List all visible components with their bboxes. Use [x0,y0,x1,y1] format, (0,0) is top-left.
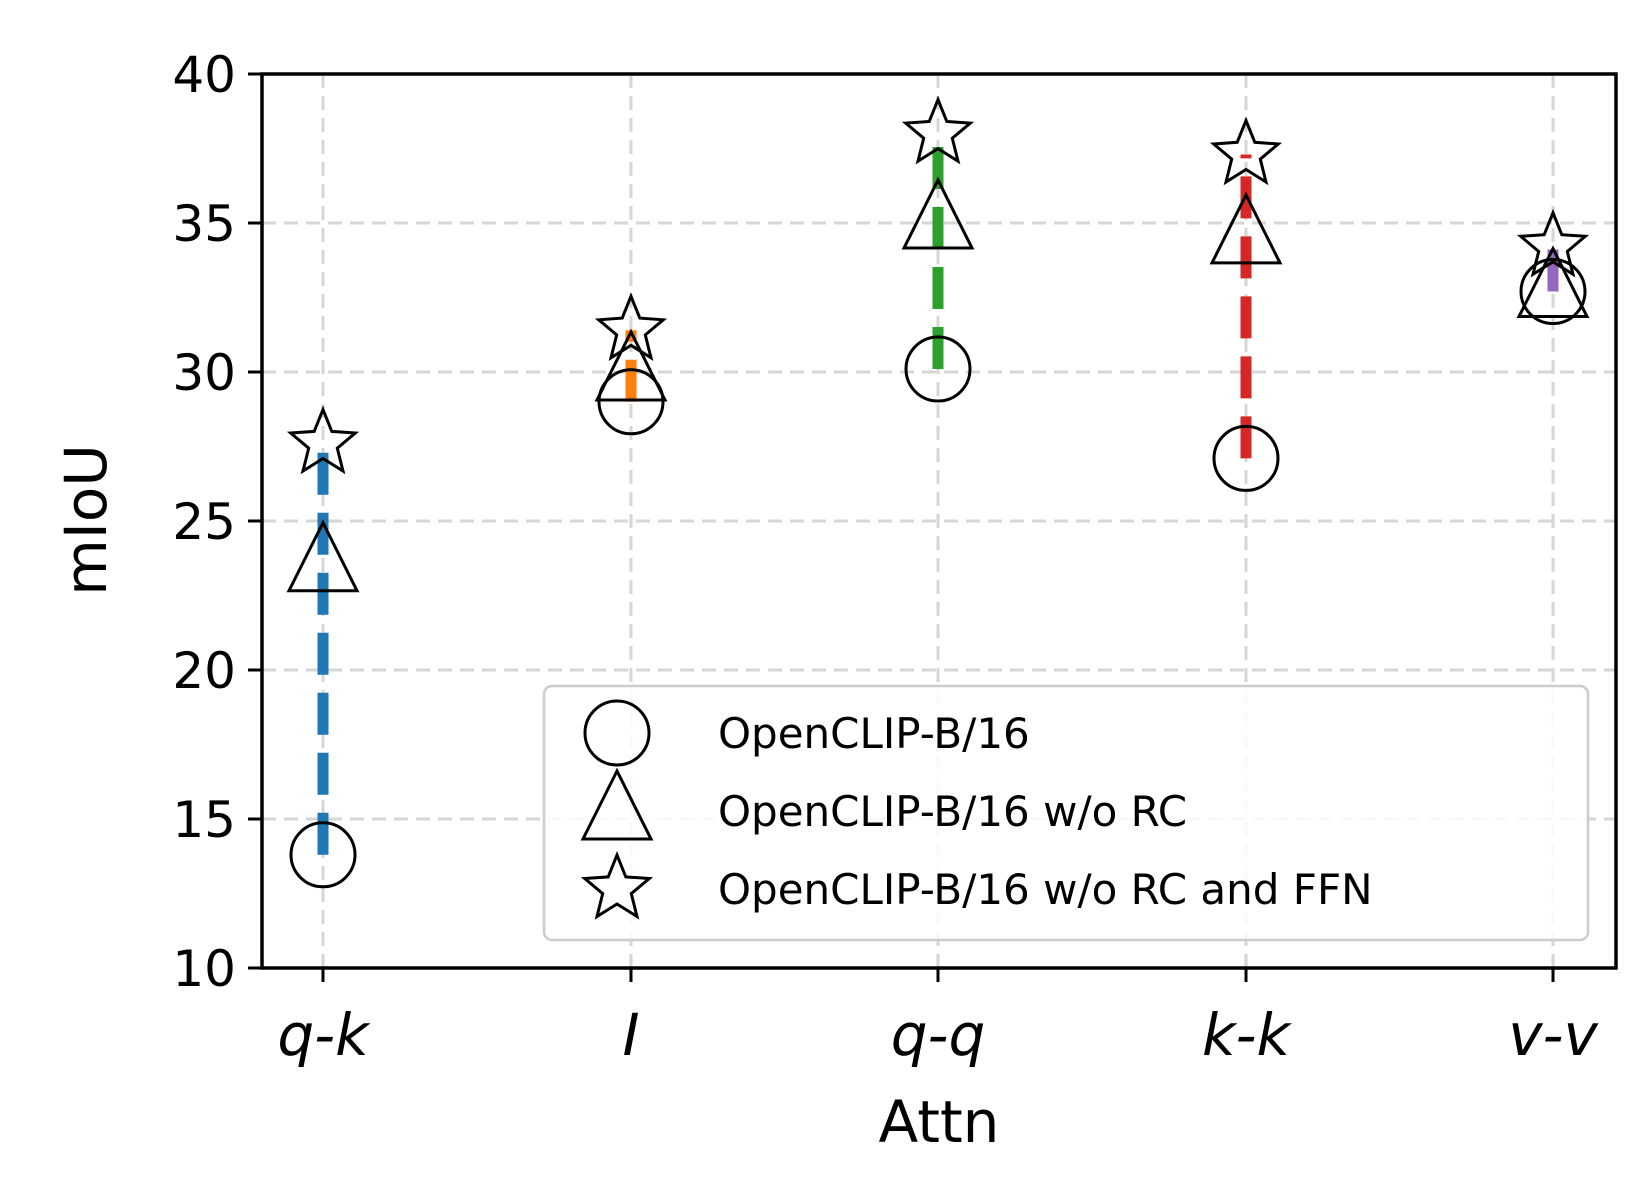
y-tick-label: 40 [172,46,236,104]
y-axis: 10 15 20 25 30 35 40 [172,46,262,998]
y-axis-title: mIoU [52,444,120,596]
legend-label: OpenCLIP-B/16 w/o RC [718,787,1187,836]
x-tick-label: q-k [277,1001,371,1069]
triangle-marker [901,176,975,250]
grid-lines [262,74,1616,968]
y-tick-label: 35 [172,195,236,253]
star-marker [1209,116,1283,186]
legend-star-icon [580,850,654,920]
x-axis-title: Attn [879,1088,1000,1156]
legend-triangle-icon [580,767,654,841]
range-lines [317,133,1559,855]
star-marker [286,405,360,475]
triangle-marker [1209,191,1283,265]
legend-label: OpenCLIP-B/16 w/o RC and FFN [718,865,1373,914]
y-tick-label: 15 [172,791,236,849]
y-tick-label: 30 [172,344,236,402]
y-tick-label: 25 [172,493,236,551]
x-tick-label: k-k [1202,1001,1293,1069]
x-tick-label: q-q [891,1001,986,1069]
star-marker [901,95,975,165]
x-tick-label: I [622,1001,639,1069]
legend-label: OpenCLIP-B/16 [718,709,1030,758]
y-tick-label: 20 [172,642,236,700]
y-tick-label: 10 [172,940,236,998]
legend-circle-icon [583,699,651,767]
data-markers [286,95,1590,889]
circle-marker [597,368,665,436]
triangle-marker [286,519,360,593]
star-marker [594,292,668,362]
triangle-marker [1516,245,1590,319]
circle-marker [1519,258,1587,326]
circle-marker [1212,424,1280,492]
circle-marker [904,335,972,403]
triangle-marker [594,328,668,402]
legend: OpenCLIP-B/16 OpenCLIP-B/16 w/o RC OpenCLI… [542,684,1590,942]
x-tick-label: v-v [1508,1001,1599,1069]
circle-marker [289,821,357,889]
star-marker [1516,208,1590,278]
legend-box [542,684,1590,942]
